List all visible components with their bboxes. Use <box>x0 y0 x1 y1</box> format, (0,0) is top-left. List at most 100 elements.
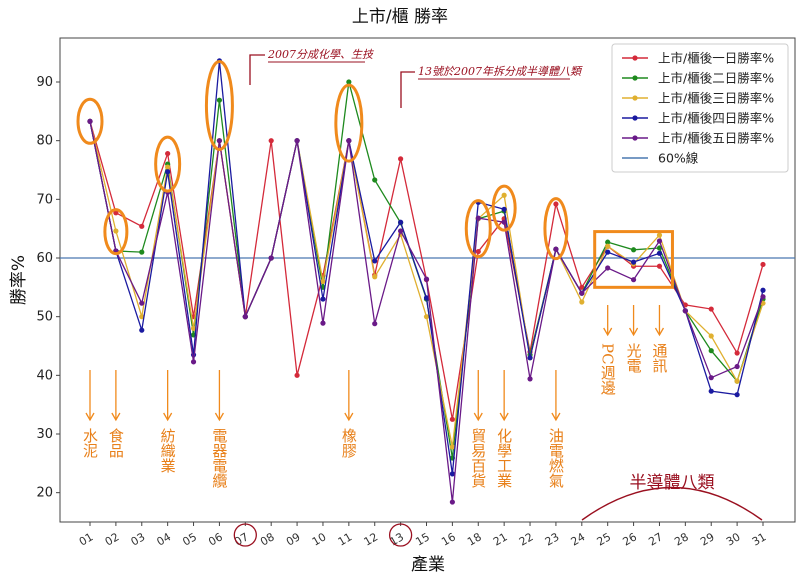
data-point <box>294 372 300 378</box>
data-point <box>656 250 663 256</box>
data-point <box>605 265 611 271</box>
data-point <box>216 138 223 144</box>
data-point <box>682 308 688 314</box>
data-point <box>346 79 352 85</box>
data-point <box>113 228 119 234</box>
legend-marker <box>632 135 638 141</box>
data-point <box>760 261 766 268</box>
data-point <box>449 444 455 450</box>
x-tick-label: 12 <box>362 530 381 548</box>
y-tick-label: 40 <box>36 368 53 383</box>
x-tick-label: 18 <box>465 530 484 548</box>
x-tick-label: 31 <box>750 530 769 548</box>
data-point <box>475 248 481 255</box>
highlight-ellipse <box>204 59 234 151</box>
data-point <box>708 306 714 312</box>
annotation-arrowhead <box>214 412 224 422</box>
note-07: 2007分成化學、生技 <box>267 48 375 61</box>
data-point <box>165 164 171 170</box>
legend-label: 60%線 <box>658 151 699 166</box>
x-tick-label: 15 <box>413 530 432 548</box>
legend-marker <box>632 115 638 121</box>
data-point <box>553 246 559 252</box>
y-tick-label: 80 <box>36 134 53 149</box>
semiconductor-label: 半導體八類 <box>630 473 715 493</box>
x-tick-label: 29 <box>698 530 717 548</box>
x-tick-label: 01 <box>77 530 96 548</box>
data-point <box>372 177 378 183</box>
x-tick-label: 10 <box>310 530 329 548</box>
series-5 <box>87 118 766 505</box>
legend: 上市/櫃後一日勝率% 上市/櫃後二日勝率% 上市/櫃後三日勝率% 上市/櫃後四日勝率%… <box>611 43 789 173</box>
annotation-arrowhead <box>654 327 665 337</box>
x-tick-label: 04 <box>155 530 174 548</box>
data-point <box>398 156 404 162</box>
data-point <box>605 249 611 255</box>
x-tick-label: 23 <box>543 530 562 548</box>
x-tick-label: 03 <box>129 530 148 548</box>
data-point <box>656 263 663 269</box>
industry-label: 貿易百貨 <box>469 428 487 488</box>
data-point <box>760 294 766 300</box>
arrow-13 <box>400 71 415 108</box>
legend-marker <box>632 75 638 81</box>
data-point <box>734 392 740 398</box>
data-point <box>268 255 274 261</box>
data-point <box>527 355 533 361</box>
data-point <box>268 138 274 144</box>
data-point <box>372 258 378 264</box>
data-point <box>216 97 223 103</box>
x-tick-label: 05 <box>180 530 199 548</box>
x-tick-label: 11 <box>336 530 355 548</box>
annotation-arrowhead <box>163 412 173 422</box>
x-tick-label: 08 <box>258 530 277 548</box>
x-axis-label: 產業 <box>411 555 445 575</box>
highlight-ellipse <box>491 184 517 232</box>
data-point <box>760 287 766 293</box>
legend-label: 上市/櫃後二日勝率% <box>658 71 774 86</box>
legend-box <box>611 43 789 173</box>
data-point <box>734 350 740 356</box>
industry-label: 光電 <box>625 343 643 373</box>
data-point <box>320 320 326 326</box>
y-tick-label: 50 <box>36 310 53 325</box>
x-tick-label: 30 <box>724 530 743 548</box>
data-point <box>190 325 197 331</box>
data-point <box>139 223 145 229</box>
x-tick-label: 21 <box>491 530 510 548</box>
data-point <box>398 219 404 225</box>
highlight-box <box>593 230 674 289</box>
data-point <box>423 295 430 301</box>
legend-label: 上市/櫃後五日勝率% <box>658 131 774 146</box>
y-tick-label: 30 <box>36 427 53 442</box>
data-point <box>372 274 378 280</box>
circle-07 <box>233 523 257 547</box>
x-tick-label: 26 <box>620 530 639 548</box>
data-point <box>294 138 300 144</box>
annotation-arrowhead <box>111 412 121 422</box>
highlight-ellipse <box>103 208 129 256</box>
industry-label: 電器電纜 <box>210 428 228 488</box>
highlight-ellipse <box>154 135 182 193</box>
annotation-arrowhead <box>499 412 509 422</box>
x-tick-label: 07 <box>232 530 251 548</box>
data-point <box>139 300 145 306</box>
y-tick-label: 60 <box>36 251 53 266</box>
data-point <box>708 348 714 354</box>
data-point <box>708 375 714 381</box>
data-point <box>501 219 507 225</box>
data-point <box>449 499 455 505</box>
data-point <box>579 299 585 305</box>
data-point <box>579 290 585 296</box>
industry-label: 食品 <box>107 428 125 458</box>
data-point <box>113 210 119 216</box>
data-point <box>630 259 637 265</box>
data-point <box>449 416 455 422</box>
y-axis: 20 30 40 50 60 70 80 90 <box>36 75 60 501</box>
data-point <box>190 359 197 365</box>
legend-label: 上市/櫃後四日勝率% <box>658 111 774 126</box>
x-tick-label: 16 <box>439 530 458 548</box>
data-point <box>656 232 663 238</box>
